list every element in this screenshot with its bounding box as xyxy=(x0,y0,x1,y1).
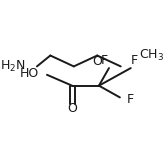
Text: $\mathregular{H_2N}$: $\mathregular{H_2N}$ xyxy=(0,59,26,74)
Text: F: F xyxy=(127,93,134,106)
Text: $\mathregular{CH_3}$: $\mathregular{CH_3}$ xyxy=(139,48,164,63)
Text: HO: HO xyxy=(19,67,39,80)
Text: F: F xyxy=(131,54,138,67)
Text: O: O xyxy=(92,55,102,68)
Text: O: O xyxy=(67,102,77,115)
Text: F: F xyxy=(100,54,108,67)
